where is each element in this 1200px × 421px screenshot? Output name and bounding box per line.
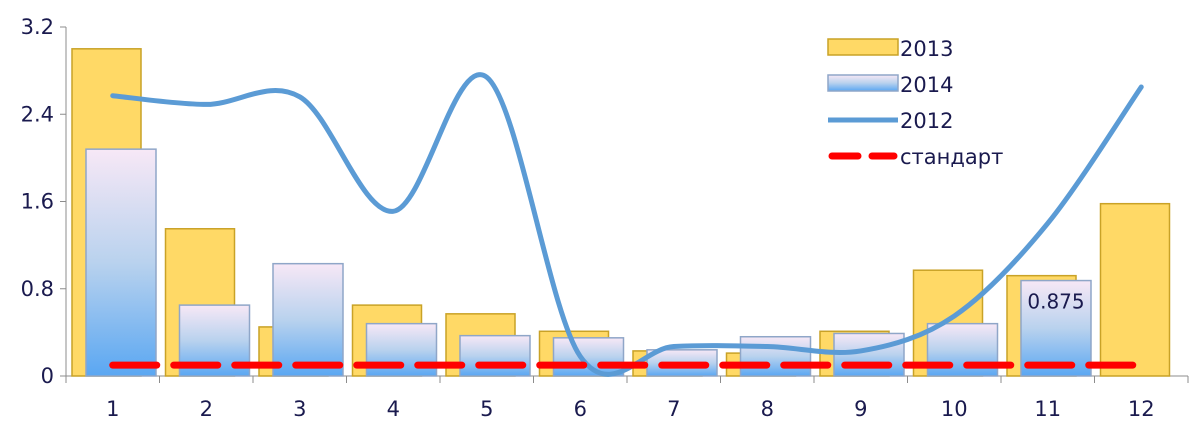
- legend-swatch-2014: [827, 74, 899, 92]
- x-tick-label: 11: [1034, 397, 1061, 421]
- x-tick-label: 12: [1128, 397, 1155, 421]
- bar-2013: [1099, 202, 1171, 377]
- legend-label: 2014: [900, 73, 953, 97]
- y-tick-label: 0.8: [21, 277, 54, 301]
- x-tick-label: 5: [480, 397, 493, 421]
- legend-label: 2012: [900, 109, 953, 133]
- bar-2014: [1020, 279, 1092, 377]
- bar-2014: [739, 335, 812, 377]
- bar-2014: [552, 337, 625, 377]
- legend-label: стандарт: [900, 145, 1003, 169]
- legend: 2013 2014 2012 стандарт: [827, 37, 1003, 169]
- x-tick-label: 9: [854, 397, 867, 421]
- data-labels: 0.875: [1027, 290, 1084, 314]
- x-tick-label: 6: [574, 397, 587, 421]
- data-label: 0.875: [1027, 290, 1084, 314]
- y-tick-label: 3.2: [21, 15, 54, 39]
- x-tick-label: 8: [761, 397, 774, 421]
- axes: 00.81.62.43.21 2 3 4 5 6 7 8 9 10 11 12: [21, 15, 1189, 421]
- y-tick-label: 0: [41, 364, 54, 388]
- y-tick-label: 2.4: [21, 102, 54, 126]
- line-2012: [110, 72, 1144, 377]
- x-tick-label: 7: [667, 397, 680, 421]
- legend-label: 2013: [900, 37, 953, 61]
- x-tick-label: 2: [200, 397, 213, 421]
- bar-2014: [85, 148, 157, 377]
- x-tick-label: 10: [941, 397, 968, 421]
- series-2014-bars: [85, 148, 1092, 377]
- bar-2014: [459, 334, 531, 377]
- legend-swatch-2013: [827, 38, 899, 56]
- y-tick-label: 1.6: [21, 190, 54, 214]
- series-lines: [109, 72, 1145, 377]
- bar-2014: [272, 262, 344, 377]
- x-tick-label: 3: [293, 397, 306, 421]
- x-tick-label: 1: [106, 397, 119, 421]
- x-tick-label: 4: [387, 397, 400, 421]
